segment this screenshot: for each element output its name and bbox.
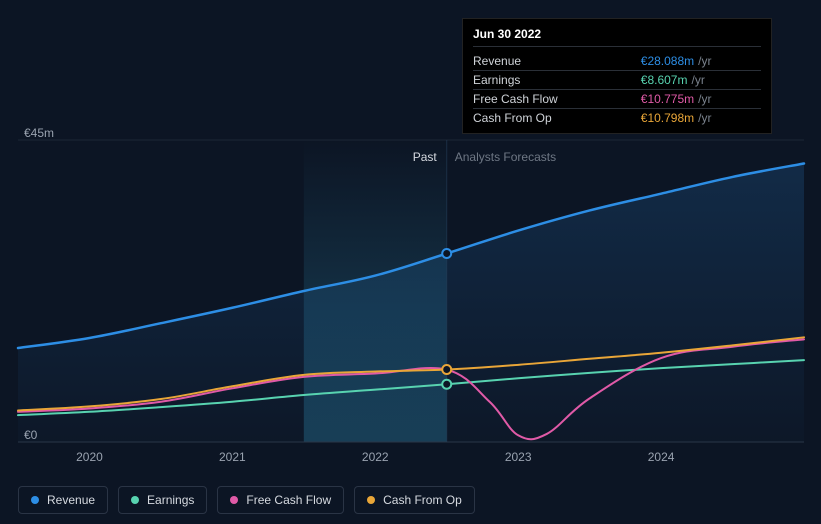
tooltip-row-value: €8.607m/yr <box>641 71 761 90</box>
legend-dot-icon <box>230 496 238 504</box>
legend-label: Earnings <box>147 493 194 507</box>
tooltip-row-label: Cash From Op <box>473 109 641 128</box>
y-axis-label-top: €45m <box>24 126 54 140</box>
financials-chart: €45m €0 Past Analysts Forecasts 2020 2021… <box>0 0 821 524</box>
x-tick-label: 2022 <box>362 450 389 464</box>
legend-dot-icon <box>31 496 39 504</box>
past-label: Past <box>413 150 437 164</box>
y-axis-label-bottom: €0 <box>24 428 37 442</box>
tooltip-row: Cash From Op€10.798m/yr <box>473 109 761 128</box>
tooltip-row-value: €28.088m/yr <box>641 52 761 71</box>
legend-label: Free Cash Flow <box>246 493 331 507</box>
chart-legend: Revenue Earnings Free Cash Flow Cash From O… <box>18 486 475 514</box>
tooltip-row-value: €10.798m/yr <box>641 109 761 128</box>
chart-tooltip: Jun 30 2022 Revenue€28.088m/yrEarnings€8… <box>462 18 772 134</box>
tooltip-row: Revenue€28.088m/yr <box>473 52 761 71</box>
tooltip-row: Earnings€8.607m/yr <box>473 71 761 90</box>
tooltip-row-label: Earnings <box>473 71 641 90</box>
tooltip-row-label: Free Cash Flow <box>473 90 641 109</box>
legend-dot-icon <box>131 496 139 504</box>
tooltip-row-value: €10.775m/yr <box>641 90 761 109</box>
legend-dot-icon <box>367 496 375 504</box>
tooltip-date: Jun 30 2022 <box>473 27 761 47</box>
x-tick-label: 2024 <box>648 450 675 464</box>
x-tick-label: 2023 <box>505 450 532 464</box>
forecast-label: Analysts Forecasts <box>455 150 556 164</box>
x-tick-label: 2020 <box>76 450 103 464</box>
legend-item-earnings[interactable]: Earnings <box>118 486 207 514</box>
tooltip-row-label: Revenue <box>473 52 641 71</box>
legend-item-cfo[interactable]: Cash From Op <box>354 486 475 514</box>
tooltip-row: Free Cash Flow€10.775m/yr <box>473 90 761 109</box>
legend-label: Cash From Op <box>383 493 462 507</box>
x-tick-label: 2021 <box>219 450 246 464</box>
legend-label: Revenue <box>47 493 95 507</box>
legend-item-fcf[interactable]: Free Cash Flow <box>217 486 344 514</box>
legend-item-revenue[interactable]: Revenue <box>18 486 108 514</box>
